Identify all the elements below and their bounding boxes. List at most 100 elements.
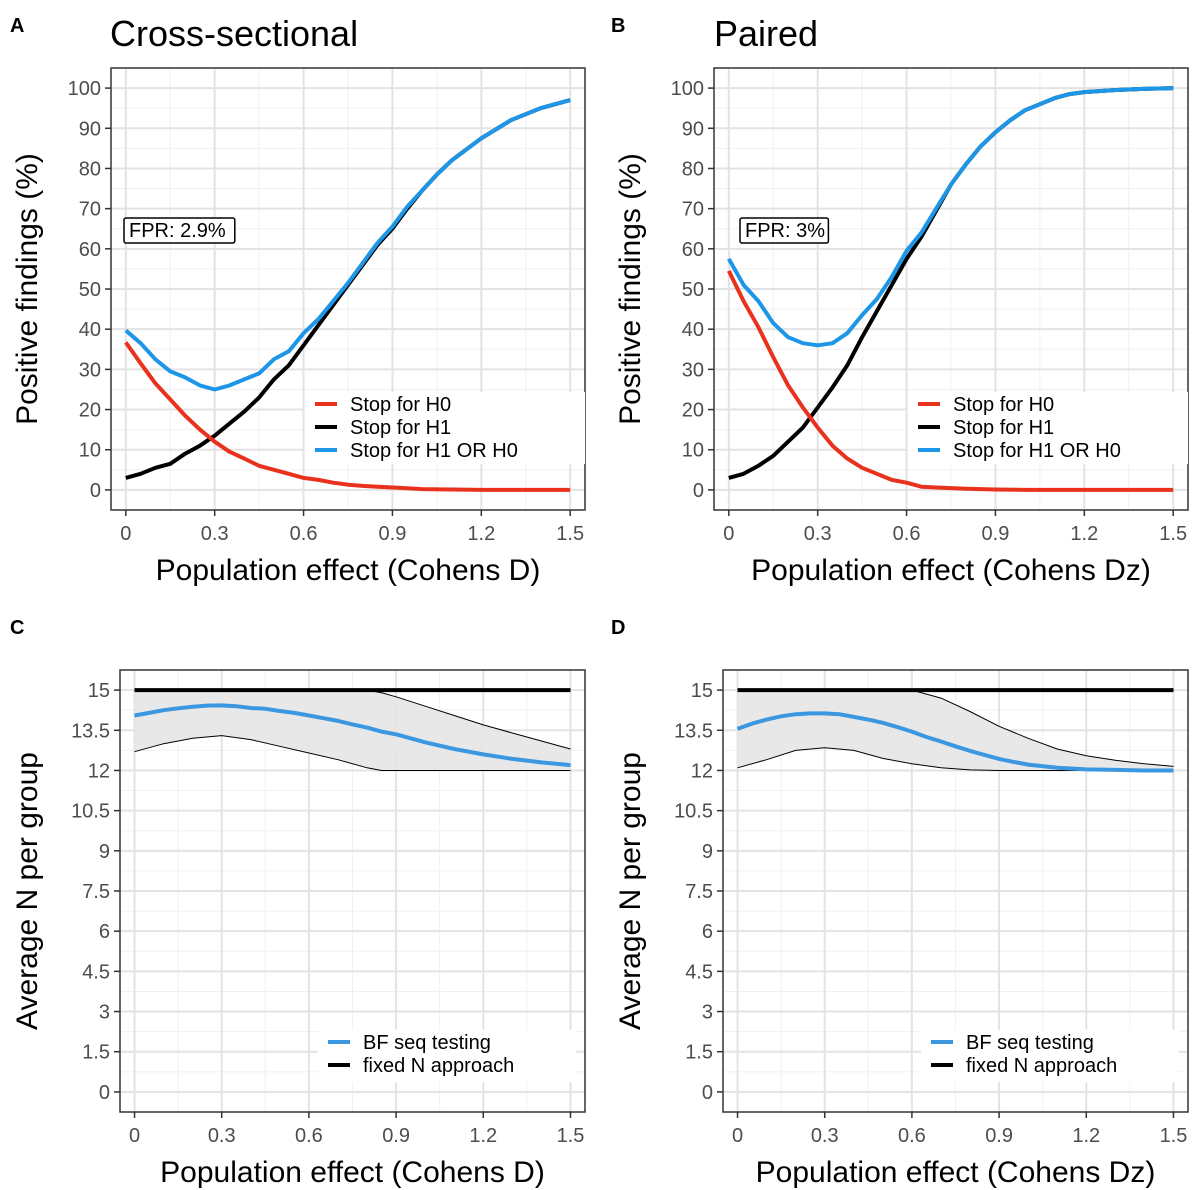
x-tick-label: 0.3 [208,1125,236,1147]
y-tick-label: 30 [79,359,101,381]
y-tick-label: 70 [79,199,101,221]
x-tick-label: 0.9 [985,1125,1013,1147]
ribbon-area [737,690,1174,771]
y-tick-label: 9 [702,841,713,863]
y-tick-label: 12 [88,760,110,782]
y-tick-label: 40 [682,319,704,341]
y-tick-label: 15 [691,680,713,702]
y-tick-label: 0 [90,480,101,502]
x-tick-label: 0.6 [290,523,318,545]
panel-letter: D [611,617,625,639]
y-tick-label: 80 [682,158,704,180]
fpr-annotation: FPR: 3% [745,220,825,242]
series-line-bf-seq-testing [134,703,571,768]
x-axis-label: Population effect (Cohens Dz) [751,554,1151,587]
x-tick-label: 0.9 [379,523,407,545]
y-tick-label: 0 [693,480,704,502]
y-axis-label: Average N per group [614,752,647,1030]
panel-letter: C [10,617,24,639]
series-line-stop-for-h1-or-h0 [124,98,571,392]
x-tick-label: 0.6 [898,1125,926,1147]
series-line-bf-seq-testing [736,711,1174,773]
y-tick-label: 6 [99,921,110,943]
x-axis-label: Population effect (Cohens Dz) [756,1156,1156,1189]
legend-label: Stop for H1 [350,417,451,439]
x-tick-label: 0 [120,523,131,545]
y-tick-label: 3 [702,1002,713,1024]
series-line-stop-for-h0 [124,341,571,492]
legend-label: Stop for H1 OR H0 [350,440,518,462]
legend-label: fixed N approach [966,1055,1117,1077]
y-tick-label: 7.5 [685,881,713,903]
y-tick-label: 100 [671,78,704,100]
y-tick-label: 60 [682,239,704,261]
y-tick-label: 20 [682,400,704,422]
x-tick-label: 0.3 [804,523,832,545]
legend-background [908,392,1188,464]
x-tick-label: 1.5 [1159,523,1187,545]
x-tick-label: 0.9 [382,1125,410,1147]
legend-label: fixed N approach [363,1055,514,1077]
y-tick-label: 90 [682,118,704,140]
y-tick-label: 7.5 [82,881,110,903]
panel-a: A Cross-sectional 0 0.3 0.6 0.9 1.2 1.5 0 10 20 30 4… [10,13,586,587]
legend-label: BF seq testing [966,1032,1094,1054]
legend-background [318,1030,576,1082]
ribbon-lower-line [134,735,571,771]
x-tick-label: 1.2 [469,1125,497,1147]
y-tick-label: 60 [79,239,101,261]
y-tick-label: 12 [691,760,713,782]
y-tick-label: 4.5 [82,961,110,983]
y-axis-label: Average N per group [11,752,44,1030]
series-line-stop-for-h0 [727,270,1174,492]
legend-label: Stop for H0 [350,394,451,416]
panel-title: Cross-sectional [110,13,358,54]
panel-title: Paired [714,13,818,54]
x-tick-label: 0.9 [982,523,1010,545]
x-tick-label: 1.5 [557,1125,585,1147]
y-axis-label: Positive findings (%) [614,153,647,425]
y-tick-label: 50 [682,279,704,301]
fpr-annotation: FPR: 2.9% [129,220,226,242]
y-tick-label: 15 [88,680,110,702]
x-tick-label: 1.5 [556,523,584,545]
legend-label: Stop for H1 [953,417,1054,439]
legend-background [305,392,585,464]
x-tick-label: 0.6 [295,1125,323,1147]
y-tick-label: 30 [682,359,704,381]
y-tick-label: 50 [79,279,101,301]
y-tick-label: 70 [682,199,704,221]
y-tick-label: 0 [99,1082,110,1104]
y-tick-label: 80 [79,158,101,180]
y-tick-label: 4.5 [685,961,713,983]
panel-letter: B [611,15,625,37]
x-tick-label: 1.2 [1070,523,1098,545]
y-tick-label: 10 [79,440,101,462]
y-tick-label: 10.5 [674,801,713,823]
x-tick-label: 0.3 [811,1125,839,1147]
panel-c: C 0 0.3 0.6 0.9 1.2 1.5 0 1.5 3 4.5 6 7.5 9 10.5 12 13.5… [10,617,586,1189]
y-tick-label: 10.5 [71,801,110,823]
y-tick-label: 100 [68,78,101,100]
legend-label: BF seq testing [363,1032,491,1054]
x-tick-label: 1.2 [467,523,495,545]
x-tick-label: 0.6 [893,523,921,545]
y-tick-label: 40 [79,319,101,341]
x-tick-label: 0 [723,523,734,545]
fpr-box [123,217,236,244]
y-axis-label: Positive findings (%) [11,153,44,425]
panel-b: B Paired 0 0.3 0.6 0.9 1.2 1.5 0 10 20 30 40 50 60 70 80… [611,13,1189,587]
x-tick-label: 0 [732,1125,743,1147]
legend-label: Stop for H1 OR H0 [953,440,1121,462]
y-tick-label: 13.5 [71,720,110,742]
y-tick-label: 1.5 [82,1042,110,1064]
y-tick-label: 1.5 [685,1042,713,1064]
y-tick-label: 9 [99,841,110,863]
fpr-box [739,217,830,244]
y-tick-label: 0 [702,1082,713,1104]
x-axis-label: Population effect (Cohens D) [156,554,541,587]
